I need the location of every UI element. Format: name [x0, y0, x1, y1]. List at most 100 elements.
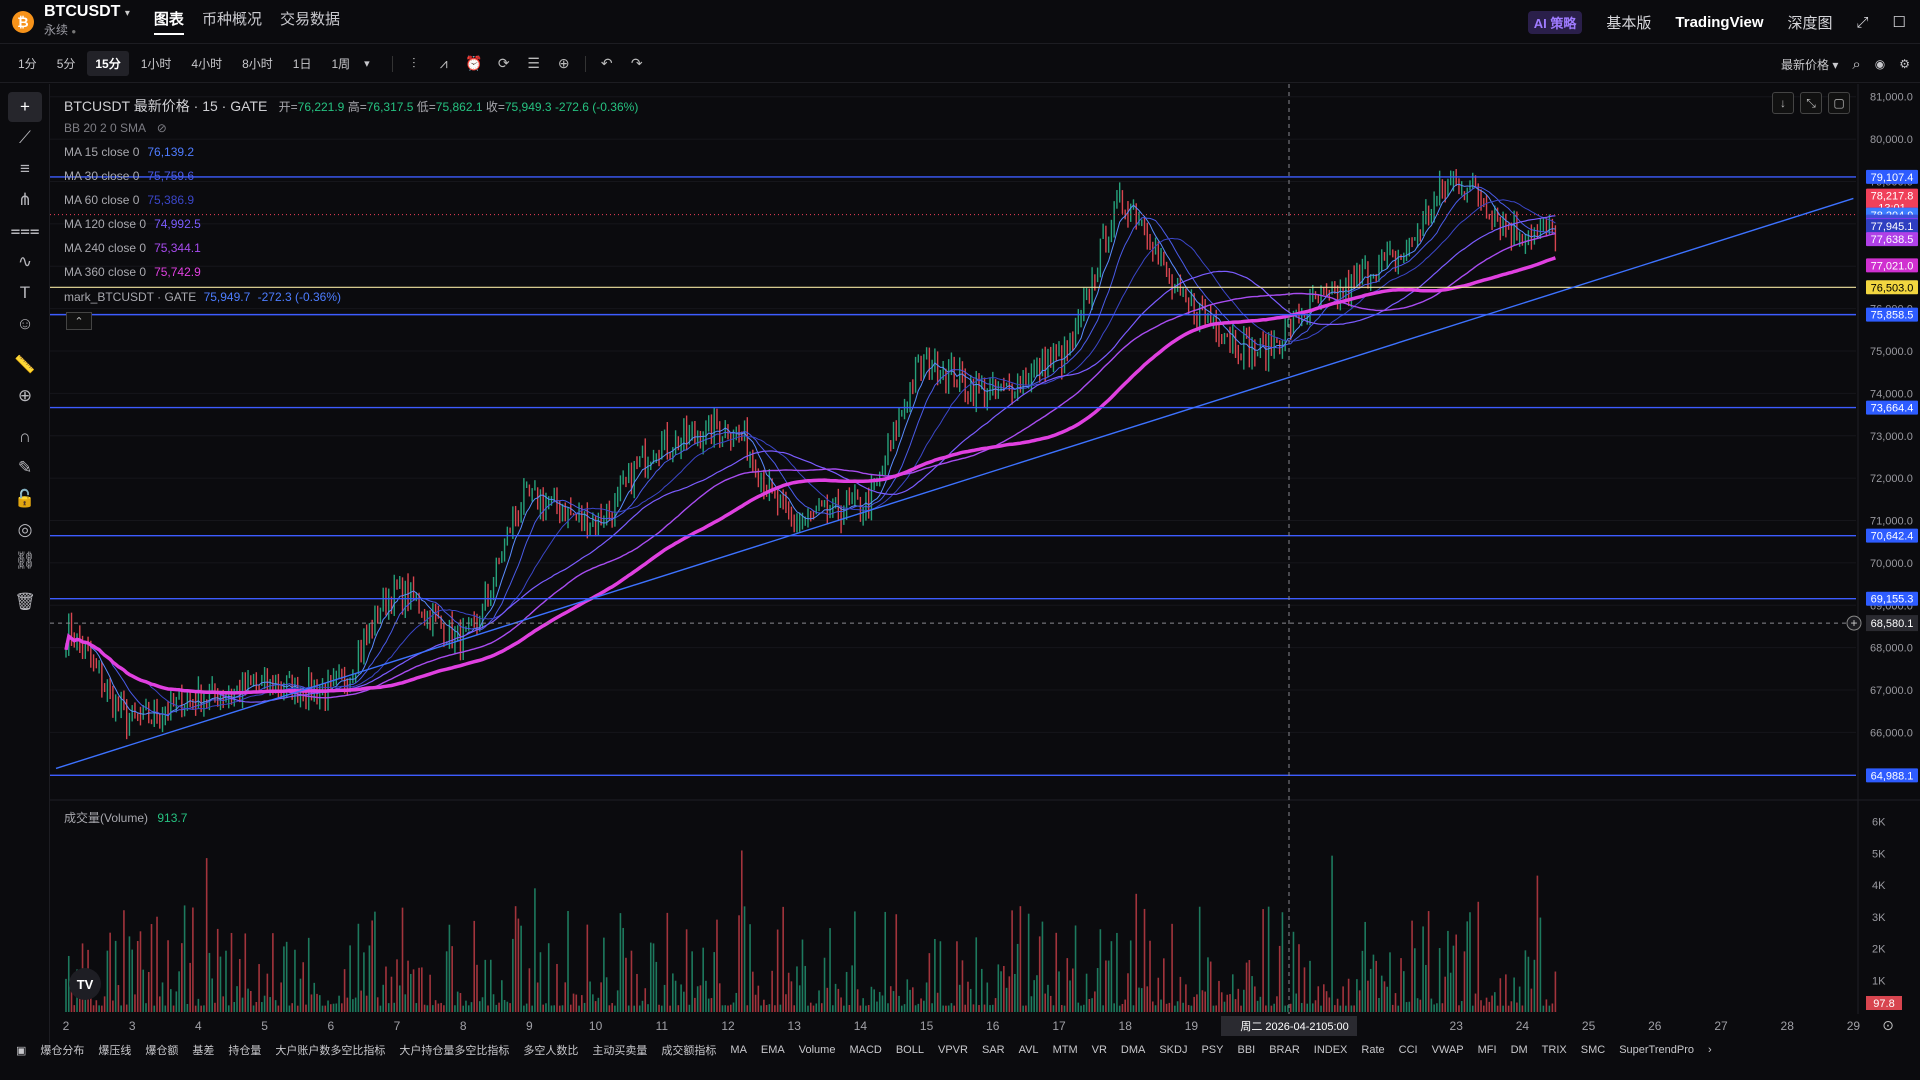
indicator-33[interactable]: SuperTrendPro — [1619, 1044, 1694, 1056]
indicator-5[interactable]: 大户账户数多空比指标 — [275, 1045, 386, 1057]
add-alert-glyph[interactable]: + — [1850, 616, 1857, 630]
indicator-30[interactable]: DM — [1510, 1044, 1528, 1056]
indicator-8[interactable]: 主动买卖量 — [592, 1045, 648, 1057]
indicator-23[interactable]: BBI — [1237, 1044, 1256, 1056]
ma-legend-2[interactable]: MA 60 close 0 75,386.9 — [64, 193, 194, 207]
bb-label[interactable]: BB 20 2 0 SMA — [64, 121, 146, 135]
tab-2[interactable]: 交易数据 — [279, 11, 340, 28]
ma-label[interactable]: MA 15 close 0 — [64, 145, 140, 159]
legend-bb[interactable]: BB 20 2 0 SMA ⊘ — [64, 121, 167, 135]
expand-icon[interactable]: ⤢ — [1856, 13, 1869, 31]
indicator-31[interactable]: TRIX — [1541, 1044, 1567, 1056]
eye-hidden-icon[interactable]: ⊘ — [156, 121, 167, 135]
tab-0[interactable]: 图表 — [153, 8, 184, 35]
timeframe-5[interactable]: 8小时 — [242, 57, 273, 71]
template-icon[interactable]: ☰ — [527, 55, 540, 71]
horizontal-lines-tool-icon[interactable]: ≡ — [20, 159, 30, 178]
indicator-9[interactable]: 成交额指标 — [661, 1045, 717, 1057]
legend-mark[interactable]: mark_BTCUSDT · GATE 75,949.7 -272.3 (-0.… — [64, 290, 341, 304]
ma-label[interactable]: MA 60 close 0 — [64, 193, 140, 207]
ma-legend-3[interactable]: MA 120 close 0 74,992.5 — [64, 217, 201, 231]
indicator-20[interactable]: DMA — [1120, 1044, 1146, 1056]
volume-label[interactable]: 成交量(Volume) — [64, 811, 149, 825]
chevron-down-icon[interactable]: ▾ — [124, 7, 130, 19]
mark-label[interactable]: mark_BTCUSDT · GATE — [64, 290, 197, 304]
tab-1[interactable]: 币种概况 — [201, 11, 262, 28]
add-alert-icon[interactable] — [1846, 615, 1862, 631]
indicator-10[interactable]: MA — [730, 1044, 747, 1056]
indicator-22[interactable]: PSY — [1201, 1044, 1224, 1056]
link-tool-icon[interactable]: ⛓ — [14, 551, 36, 570]
fib-tool-icon[interactable]: ⩶ — [10, 221, 40, 240]
crosshair-tool-icon[interactable]: + — [8, 92, 42, 122]
search-icon[interactable]: ⌕ — [1852, 55, 1861, 73]
indicator-16[interactable]: SAR — [981, 1044, 1005, 1056]
timeframe-4[interactable]: 4小时 — [191, 57, 223, 71]
indicator-21[interactable]: SKDJ — [1159, 1044, 1188, 1056]
indicator-12[interactable]: Volume — [798, 1044, 836, 1056]
alert-icon[interactable]: ⏰ — [464, 55, 483, 71]
chevron-down-icon[interactable]: ▾ — [1832, 57, 1839, 72]
more-indicators-icon[interactable]: › — [1708, 1044, 1712, 1056]
ai-strategy-button[interactable]: AI 策略 — [1527, 10, 1583, 34]
text-tool-icon[interactable]: T — [19, 283, 31, 302]
collapse-legend-icon[interactable]: ⌃ — [66, 312, 92, 330]
basic-view-button[interactable]: 基本版 — [1606, 14, 1652, 32]
timeframe-6[interactable]: 1日 — [292, 57, 312, 71]
eye-tool-icon[interactable]: ◎ — [17, 520, 33, 539]
indicator-32[interactable]: SMC — [1580, 1044, 1606, 1056]
ma-label[interactable]: MA 240 close 0 — [64, 241, 147, 255]
info-icon[interactable]: ● — [71, 26, 77, 36]
pattern-tool-icon[interactable]: ∿ — [17, 252, 33, 271]
indicator-3[interactable]: 基差 — [192, 1045, 215, 1057]
ma-label[interactable]: MA 120 close 0 — [64, 217, 147, 231]
indicator-14[interactable]: BOLL — [895, 1044, 924, 1056]
timeframe-2[interactable]: 15分 — [87, 51, 129, 76]
settings-icon[interactable]: ⚙ — [1899, 57, 1910, 71]
undo-icon[interactable]: ↶ — [600, 55, 613, 71]
timeframe-7[interactable]: 1周 — [331, 57, 351, 71]
indicator-11[interactable]: EMA — [760, 1044, 785, 1056]
legend-volume[interactable]: 成交量(Volume) 913.7 — [64, 809, 187, 826]
indicator-1[interactable]: 爆压线 — [98, 1045, 132, 1057]
ma-legend-1[interactable]: MA 30 close 0 75,759.6 — [64, 169, 194, 183]
symbol-selector[interactable]: BTCUSDT ▾ 永续 ● — [44, 2, 130, 40]
lock-tool-icon[interactable]: 🔓 — [14, 489, 36, 508]
zoom-tool-icon[interactable]: ⊕ — [17, 386, 33, 405]
layout-icon[interactable]: ▣ — [16, 1044, 27, 1057]
indicator-26[interactable]: Rate — [1361, 1044, 1385, 1056]
fullscreen-icon[interactable]: ▢ — [1828, 92, 1850, 114]
emoji-tool-icon[interactable]: ☺ — [16, 314, 34, 333]
trendline-tool-icon[interactable]: ⟋ — [19, 128, 31, 147]
indicators-icon[interactable]: ⩘ — [439, 55, 448, 71]
ma-legend-4[interactable]: MA 240 close 0 75,344.1 — [64, 241, 201, 255]
scroll-down-icon[interactable]: ↓ — [1772, 92, 1794, 114]
price-mode-label[interactable]: 最新价格 — [1780, 57, 1829, 72]
ma-legend-5[interactable]: MA 360 close 0 75,742.9 — [64, 265, 201, 279]
replay-icon[interactable]: ⟳ — [497, 55, 510, 71]
price-chart[interactable]: 81,000.080,000.079,000.078,000.077,000.0… — [50, 84, 1920, 1038]
indicator-2[interactable]: 爆仓额 — [145, 1045, 179, 1057]
symbol-name[interactable]: BTCUSDT — [44, 2, 121, 20]
trash-tool-icon[interactable]: 🗑 — [14, 592, 36, 611]
indicator-25[interactable]: INDEX — [1313, 1044, 1348, 1056]
ruler-tool-icon[interactable]: 📏 — [14, 355, 36, 374]
pitchfork-tool-icon[interactable]: ⋔ — [17, 190, 33, 209]
indicator-6[interactable]: 大户持仓量多空比指标 — [399, 1045, 510, 1057]
add-icon[interactable]: ⊕ — [557, 55, 570, 71]
tradingview-button[interactable]: TradingView — [1675, 13, 1764, 31]
ma-label[interactable]: MA 360 close 0 — [64, 265, 147, 279]
candle-type-icon[interactable]: ⫶ — [411, 55, 416, 71]
indicator-15[interactable]: VPVR — [937, 1044, 968, 1056]
trendline[interactable] — [55, 197, 1854, 770]
camera-icon[interactable]: ◉ — [1874, 57, 1886, 71]
indicator-17[interactable]: AVL — [1018, 1044, 1039, 1056]
price-mode-select[interactable]: 最新价格 ▾ — [1781, 56, 1838, 73]
redo-icon[interactable]: ↷ — [630, 55, 643, 71]
indicator-0[interactable]: 爆仓分布 — [40, 1045, 85, 1057]
indicator-4[interactable]: 持仓量 — [228, 1045, 262, 1057]
timeframe-1[interactable]: 5分 — [56, 57, 76, 71]
ma-label[interactable]: MA 30 close 0 — [64, 169, 140, 183]
indicator-27[interactable]: CCI — [1398, 1044, 1418, 1056]
magnet-tool-icon[interactable]: ∩ — [18, 427, 32, 446]
